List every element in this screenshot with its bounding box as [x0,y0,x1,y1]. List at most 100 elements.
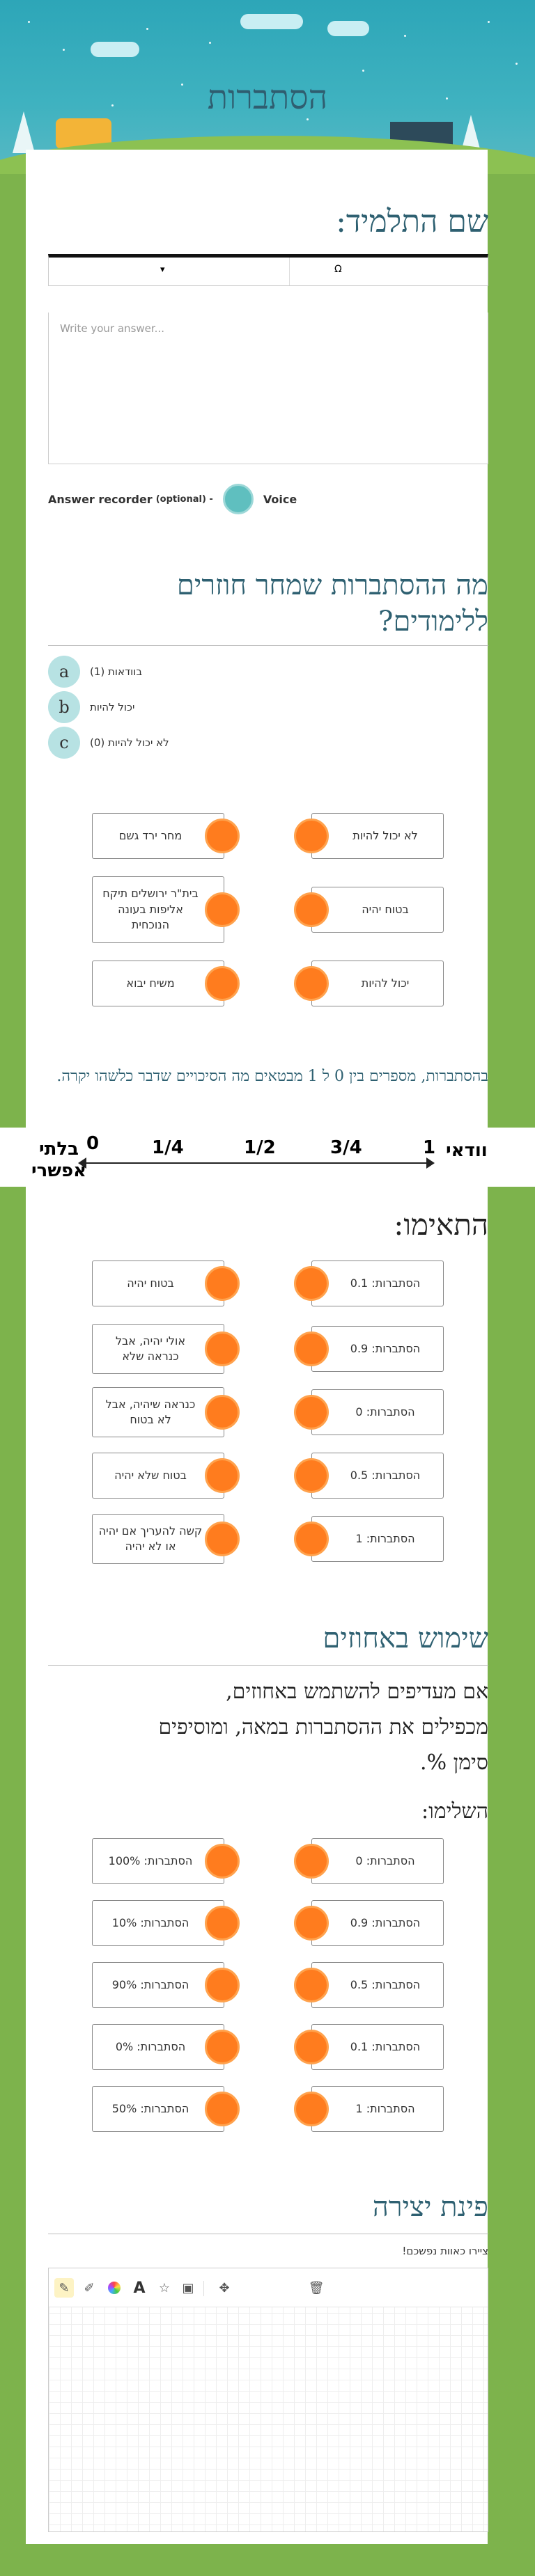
match-right-item[interactable]: הסתברות: 0 [311,1389,444,1435]
match-left-item[interactable]: אולי יהיה, אבל כנראה שלא [92,1324,224,1374]
option-letter: c [48,727,80,759]
divider [48,1665,488,1666]
scale-impossible-label: בלתי אפשרי [31,1139,86,1182]
scale-description: בהסתברות, מספרים בין 0 ל 1 מבטאים מה הסי… [56,1068,488,1085]
complete-label: השלימו: [421,1799,488,1824]
match-left-connector[interactable] [205,1395,240,1430]
scale-tick-label: 1/2 [244,1137,276,1158]
match-right-item[interactable]: הסתברות: 1 [311,1516,444,1562]
answer-toolbar: ▾ Ω [48,254,488,286]
option-c[interactable]: c לא יכול להיות (0) [48,727,169,759]
match-left-item[interactable]: הסתברות: 90% [92,1962,224,2008]
question-title-line2: ללימודים? [378,606,488,638]
recorder-label: Answer recorder [48,492,153,506]
impossible-line2: אפשרי [31,1160,87,1182]
scale-tick-label: 3/4 [330,1137,362,1158]
match-left-connector[interactable] [205,2030,240,2064]
match-left-item[interactable]: קשה להעריך אם יהיה או לא יהיה [92,1514,224,1564]
match-right-item[interactable]: הסתברות: 0.5 [311,1453,444,1499]
match-right-connector[interactable] [294,819,329,853]
percent-heading: שימוש באחוזים [323,1622,488,1654]
match-left-item[interactable]: כנראה שיהיה, אבל לא בטוח [92,1387,224,1437]
color-picker-icon[interactable] [104,2278,124,2298]
match-left-connector[interactable] [205,1332,240,1366]
probability-scale: וודאי 1 3/4 1/2 1/4 0 בלתי אפשרי [0,1128,535,1187]
creative-subtitle: ציירו כאוות נפשכם! [402,2245,488,2257]
match-left-connector[interactable] [205,892,240,927]
match-right-connector[interactable] [294,1522,329,1556]
match-left-item[interactable]: מחר ירד גשם [92,813,224,859]
match-right-item[interactable]: הסתברות: 1 [311,2086,444,2132]
option-letter: a [48,656,80,688]
dropdown-icon[interactable]: ▾ [160,264,165,275]
match-left-item[interactable]: בית"ר ירושלים תיקח אליפות בעונה הנוכחית [92,876,224,943]
match-right-item[interactable]: הסתברות: 0.1 [311,2024,444,2070]
cloud-decoration [240,14,303,29]
match-right-item[interactable]: הסתברות: 0.5 [311,1962,444,2008]
match-left-item[interactable]: בטוח יהיה [92,1261,224,1306]
option-b[interactable]: b יכול להיות [48,691,134,723]
match-left-connector[interactable] [205,1968,240,2002]
match-right-item[interactable]: הסתברות: 0.1 [311,1261,444,1306]
match-left-connector[interactable] [205,1458,240,1493]
option-label: לא יכול להיות (0) [90,736,169,749]
drawing-canvas[interactable]: ✎ ✐ A ☆ ▣ ✥ 🗑 [48,2268,488,2532]
text-tool-icon[interactable]: A [133,2279,146,2297]
image-icon[interactable]: ▣ [182,2280,194,2296]
cloud-decoration [91,42,139,57]
match-right-connector[interactable] [294,2030,329,2064]
match-right-connector[interactable] [294,892,329,927]
match-left-item[interactable]: הסתברות: 100% [92,1838,224,1884]
match-right-connector[interactable] [294,1906,329,1941]
percent-line2: מכפילים את ההסתברות במאה, ומוסיפים [158,1715,488,1739]
match-right-connector[interactable] [294,1844,329,1879]
match-right-item[interactable]: הסתברות: 0 [311,1838,444,1884]
match-left-item[interactable]: הסתברות: 0% [92,2024,224,2070]
match-right-connector[interactable] [294,1266,329,1301]
match-right-connector[interactable] [294,2092,329,2126]
match-left-connector[interactable] [205,2092,240,2126]
header-banner: הסתברות [0,0,535,174]
match-left-connector[interactable] [205,966,240,1001]
percent-line3: סימן %. [420,1751,488,1775]
match-right-connector[interactable] [294,1458,329,1493]
impossible-line1: בלתי [39,1139,79,1160]
percent-explanation: אם מעדיפים להשתמש באחוזים, מכפילים את הה… [48,1674,488,1780]
option-a[interactable]: a בוודאות (1) [48,656,142,688]
match-right-item[interactable]: יכול להיות [311,961,444,1006]
marker-icon[interactable]: ✐ [84,2280,95,2296]
match-left-item[interactable]: הסתברות: 10% [92,1900,224,1946]
question-title: מה ההסתברות שמחר חוזרים ללימודים? [48,567,488,640]
student-name-input[interactable]: Write your answer... [48,313,488,464]
match-right-item[interactable]: לא יכול להיות [311,813,444,859]
page-title: הסתברות [207,78,328,117]
record-button[interactable] [222,484,254,514]
match-left-connector[interactable] [205,1266,240,1301]
trash-icon[interactable]: 🗑 [308,2280,325,2296]
match-right-item[interactable]: הסתברות: 0.9 [311,1326,444,1372]
match-heading: התאימו: [394,1208,488,1242]
voice-label: Voice [263,492,297,506]
match-right-connector[interactable] [294,966,329,1001]
match-left-item[interactable]: משיח יבוא [92,961,224,1006]
tree-decoration [13,111,35,153]
match-right-connector[interactable] [294,1395,329,1430]
drawing-toolbar: ✎ ✐ A ☆ ▣ ✥ 🗑 [49,2268,488,2307]
star-icon[interactable]: ☆ [158,2280,171,2296]
match-right-item[interactable]: בטוח יהיה [311,887,444,933]
symbol-icon[interactable]: Ω [334,264,342,275]
match-right-connector[interactable] [294,1968,329,2002]
student-name-heading: שם התלמיד: [336,204,488,239]
match-right-connector[interactable] [294,1332,329,1366]
move-icon[interactable]: ✥ [219,2280,230,2296]
option-label: יכול להיות [90,701,135,713]
match-left-connector[interactable] [205,819,240,853]
match-right-item[interactable]: הסתברות: 0.9 [311,1900,444,1946]
match-left-connector[interactable] [205,1844,240,1879]
match-left-connector[interactable] [205,1906,240,1941]
pencil-icon[interactable]: ✎ [54,2278,74,2298]
match-left-item[interactable]: הסתברות: 50% [92,2086,224,2132]
match-left-connector[interactable] [205,1522,240,1556]
divider [48,645,488,646]
percent-line1: אם מעדיפים להשתמש באחוזים, [226,1680,488,1704]
